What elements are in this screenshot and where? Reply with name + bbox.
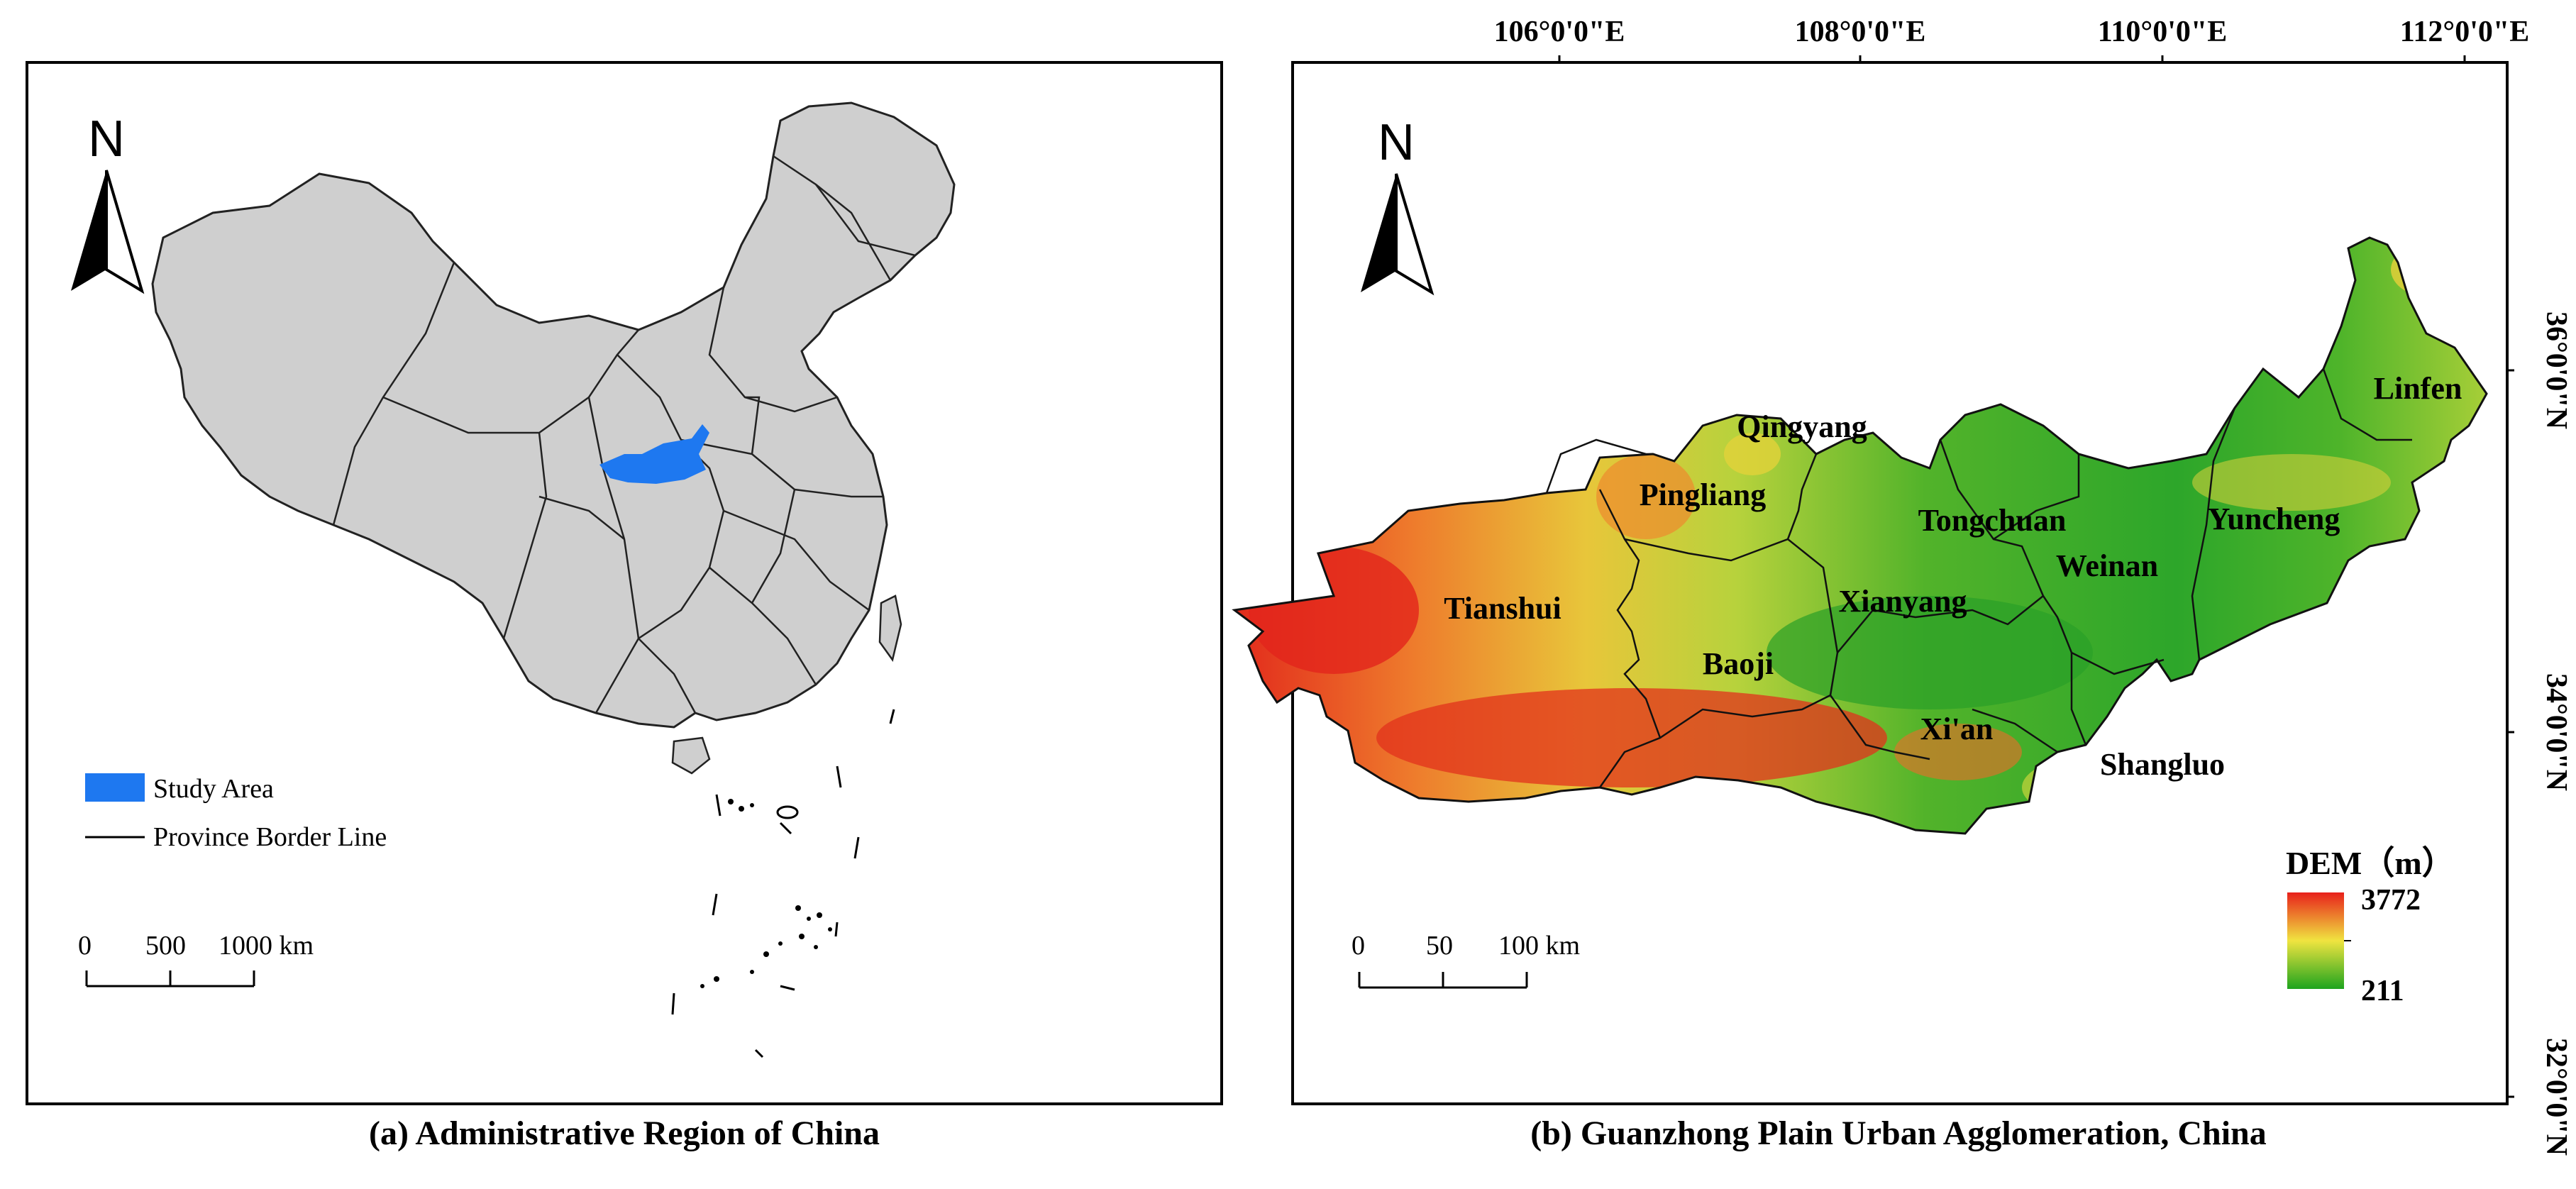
north-arrow-icon	[71, 170, 145, 294]
longitude-label-112: 112°0'0"E	[2400, 16, 2529, 48]
caption-b: (b) Guanzhong Plain Urban Agglomeration,…	[1530, 1115, 2266, 1152]
longitude-label-106: 106°0'0"E	[1494, 16, 1625, 48]
city-label-yuncheng: Yuncheng	[2208, 502, 2340, 536]
city-label-weinan: Weinan	[2056, 548, 2158, 583]
city-borders	[1545, 368, 2412, 788]
scale-bar-a: 0 500 1000 km	[78, 931, 314, 988]
city-label-pingliang: Pingliang	[1640, 477, 1767, 512]
latitude-ticks	[2507, 369, 2514, 1098]
study-area-swatch	[85, 773, 145, 802]
longitude-label-108: 108°0'0"E	[1795, 16, 1926, 48]
china-map	[151, 101, 956, 1058]
north-label-b: N	[1378, 114, 1415, 171]
longitude-ticks	[1558, 55, 2466, 62]
city-label-tongchuan: Tongchuan	[1918, 503, 2067, 538]
legend-study-area: Study Area	[153, 774, 274, 804]
scale-b-tick-1: 50	[1426, 931, 1453, 961]
city-label-xianyang: Xianyang	[1839, 584, 1967, 619]
scale-a-tick-0: 0	[78, 931, 92, 961]
panel-b: 106°0'0"E 108°0'0"E 110°0'0"E 112°0'0"E …	[1233, 16, 2572, 1156]
latitude-label-32: 32°0'0"N	[2540, 1038, 2572, 1156]
city-label-xian: Xi'an	[1920, 712, 1994, 746]
city-label-linfen: Linfen	[2374, 371, 2462, 406]
south-sea-dots	[700, 799, 832, 988]
scale-a-tick-1: 500	[145, 931, 186, 961]
city-label-shangluo: Shangluo	[2100, 747, 2225, 782]
legend-province-border: Province Border Line	[153, 822, 387, 852]
dem-legend-min: 211	[2361, 975, 2404, 1007]
study-area-highlight	[599, 424, 709, 484]
latitude-label-36: 36°0'0"N	[2540, 311, 2572, 429]
panel-a: N	[26, 61, 1223, 1152]
scale-b-tick-0: 0	[1351, 931, 1365, 961]
dem-legend-max: 3772	[2361, 884, 2421, 917]
city-label-baoji: Baoji	[1703, 646, 1774, 681]
city-label-qingyang: Qingyang	[1737, 409, 1867, 444]
latitude-label-34: 34°0'0"N	[2540, 673, 2572, 791]
dem-legend: DEM（m） 3772 211	[2286, 845, 2455, 1007]
scale-bar-b: 0 50 100 km	[1351, 931, 1580, 989]
province-borders	[332, 155, 916, 714]
dem-color-ramp	[2287, 892, 2344, 989]
city-label-tianshui: Tianshui	[1444, 591, 1561, 626]
north-label: N	[88, 111, 125, 167]
north-arrow-b-icon	[1361, 173, 1435, 296]
scale-b-tick-2: 100 km	[1498, 931, 1580, 961]
caption-a: (a) Administrative Region of China	[369, 1115, 880, 1152]
south-sea-islands	[671, 709, 895, 1058]
scale-a-tick-2: 1000 km	[219, 931, 314, 961]
taiwan-island	[878, 594, 902, 662]
china-land	[151, 101, 956, 729]
dem-legend-title: DEM（m）	[2286, 845, 2455, 881]
longitude-label-110: 110°0'0"E	[2098, 16, 2227, 48]
hainan-island	[671, 736, 711, 775]
